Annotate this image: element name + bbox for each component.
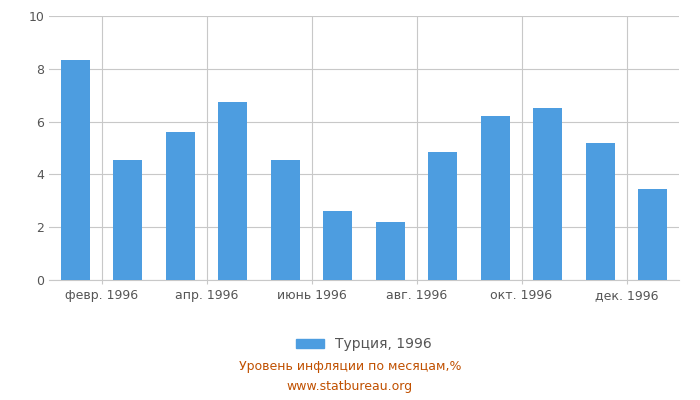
Bar (166, 132, 195, 280)
Bar (218, 102, 247, 280)
Bar (323, 211, 352, 280)
Bar (113, 160, 142, 280)
Bar (61, 60, 90, 280)
Bar (586, 143, 615, 280)
Bar (271, 160, 300, 280)
Bar (376, 222, 405, 280)
Text: www.statbureau.org: www.statbureau.org (287, 380, 413, 393)
Text: Уровень инфляции по месяцам,%: Уровень инфляции по месяцам,% (239, 360, 461, 373)
Bar (638, 189, 667, 280)
Legend: Турция, 1996: Турция, 1996 (290, 332, 438, 357)
Bar (481, 116, 510, 280)
Bar (428, 152, 457, 280)
Bar (533, 108, 562, 280)
